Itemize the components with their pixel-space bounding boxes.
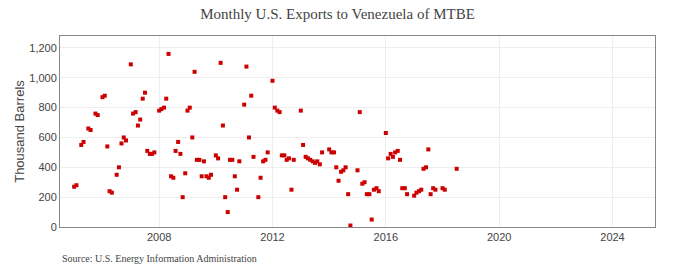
svg-text:2016: 2016 bbox=[374, 231, 398, 243]
svg-text:400: 400 bbox=[38, 161, 56, 173]
svg-text:Monthly U.S. Exports to Venezu: Monthly U.S. Exports to Venezuela of MTB… bbox=[200, 6, 475, 22]
svg-text:1,000: 1,000 bbox=[29, 72, 57, 84]
svg-text:2012: 2012 bbox=[260, 231, 284, 243]
svg-text:2020: 2020 bbox=[487, 231, 511, 243]
svg-text:2008: 2008 bbox=[147, 231, 171, 243]
svg-text:Source: U.S. Energy Informatio: Source: U.S. Energy Information Administ… bbox=[62, 253, 257, 264]
svg-text:800: 800 bbox=[38, 101, 56, 113]
svg-text:600: 600 bbox=[38, 131, 56, 143]
svg-text:Thousand Barrels: Thousand Barrels bbox=[12, 80, 27, 183]
svg-text:0: 0 bbox=[51, 221, 57, 233]
svg-text:2024: 2024 bbox=[600, 231, 624, 243]
svg-text:1,200: 1,200 bbox=[29, 42, 57, 54]
svg-text:200: 200 bbox=[38, 191, 56, 203]
